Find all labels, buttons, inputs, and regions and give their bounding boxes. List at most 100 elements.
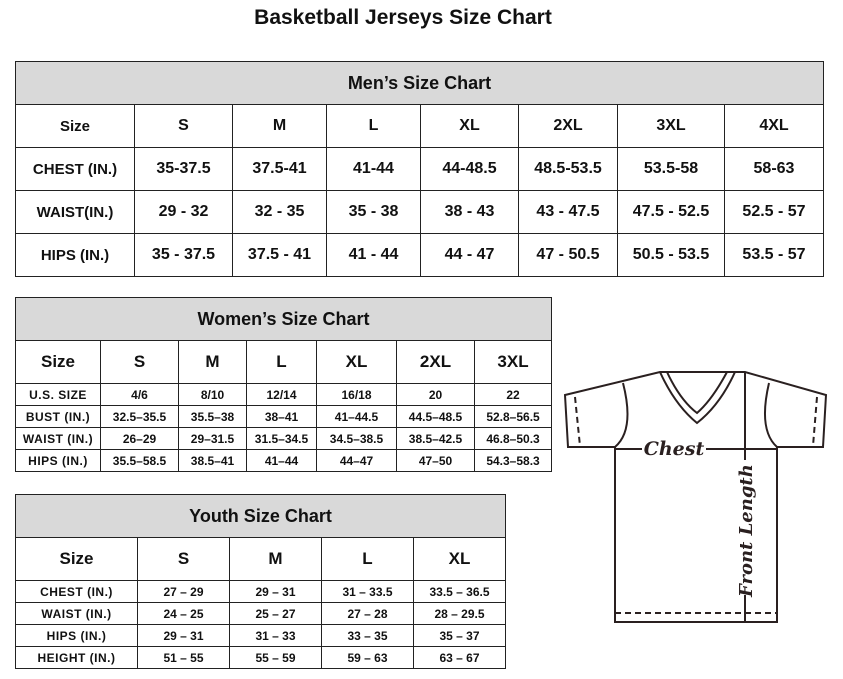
table-cell: S <box>137 537 230 581</box>
table-cell: 41 - 44 <box>326 233 421 277</box>
table-cell: 28 – 29.5 <box>412 602 507 625</box>
table-cell: 58-63 <box>724 147 824 191</box>
table-cell: 29 – 31 <box>229 580 322 603</box>
table-cell: S <box>100 340 179 384</box>
table-cell: 12/14 <box>246 383 317 406</box>
table-cell: 43 - 47.5 <box>518 190 618 234</box>
table-cell: XL <box>316 340 397 384</box>
table-cell: 47–50 <box>396 449 475 472</box>
row-label: HIPS (IN.) <box>15 233 135 277</box>
row-label: CHEST (IN.) <box>15 580 138 603</box>
row-label: WAIST (IN.) <box>15 602 138 625</box>
row-label: U.S. SIZE <box>15 383 101 406</box>
table-cell: 35.5–58.5 <box>100 449 179 472</box>
table-cell: 25 – 27 <box>229 602 322 625</box>
table-cell: S <box>134 104 233 148</box>
table-cell: 8/10 <box>178 383 247 406</box>
row-label: BUST (IN.) <box>15 405 101 428</box>
table-cell: L <box>246 340 317 384</box>
table-row: Size S M L XL 2XL 3XL 4XL <box>15 104 824 148</box>
table-cell: 55 – 59 <box>229 646 322 669</box>
table-cell: 29 – 31 <box>137 624 230 647</box>
table-cell: 32 - 35 <box>232 190 327 234</box>
table-cell: 26–29 <box>100 427 179 450</box>
table-row: HEIGHT (IN.) 51 – 55 55 – 59 59 – 63 63 – 67 <box>15 646 507 669</box>
table-cell: 50.5 - 53.5 <box>617 233 725 277</box>
table-cell: L <box>326 104 421 148</box>
table-cell: XL <box>412 537 507 581</box>
table-cell: M <box>232 104 327 148</box>
table-cell: 4/6 <box>100 383 179 406</box>
table-caption: Youth Size Chart <box>14 494 507 538</box>
table-cell: 31.5–34.5 <box>246 427 317 450</box>
table-cell: 53.5 - 57 <box>724 233 824 277</box>
table-row: HIPS (IN.) 35 - 37.5 37.5 - 41 41 - 44 44 - … <box>15 233 824 277</box>
table-cell: 20 <box>396 383 475 406</box>
table-cell: 53.5-58 <box>617 147 725 191</box>
table-cell: 16/18 <box>316 383 397 406</box>
table-cell: 41–44.5 <box>316 405 397 428</box>
table-row: HIPS (IN.) 29 – 31 31 – 33 33 – 35 35 – 37 <box>15 624 507 647</box>
table-cell: 27 – 28 <box>321 602 414 625</box>
table-cell: 46.8–50.3 <box>473 427 553 450</box>
table-cell: 31 – 33.5 <box>321 580 414 603</box>
row-label: Size <box>15 104 135 148</box>
table-cell: 29–31.5 <box>178 427 247 450</box>
table-cell: 44.5–48.5 <box>396 405 475 428</box>
table-cell: 35-37.5 <box>134 147 233 191</box>
table-row: HIPS (IN.) 35.5–58.5 38.5–41 41–44 44–47 47–5… <box>15 449 553 472</box>
table-cell: 2XL <box>396 340 475 384</box>
table-cell: 34.5–38.5 <box>316 427 397 450</box>
table-cell: 47 - 50.5 <box>518 233 618 277</box>
table-cell: 52.8–56.5 <box>473 405 553 428</box>
table-cell: 52.5 - 57 <box>724 190 824 234</box>
table-cell: 44 - 47 <box>420 233 519 277</box>
table-cell: 31 – 33 <box>229 624 322 647</box>
table-cell: 41-44 <box>326 147 421 191</box>
table-cell: M <box>229 537 322 581</box>
table-cell: 47.5 - 52.5 <box>617 190 725 234</box>
table-cell: 59 – 63 <box>321 646 414 669</box>
table-cell: 35 - 37.5 <box>134 233 233 277</box>
table-cell: M <box>178 340 247 384</box>
table-row: BUST (IN.) 32.5–35.5 35.5–38 38–41 41–44.5 44… <box>15 405 553 428</box>
table-caption: Women’s Size Chart <box>14 297 553 341</box>
table-cell: 29 - 32 <box>134 190 233 234</box>
table-row: WAIST(IN.) 29 - 32 32 - 35 35 - 38 38 - 43 43… <box>15 190 824 234</box>
womens-size-table: Women’s Size Chart Size S M L XL 2XL 3XL U.S. S… <box>14 297 553 472</box>
row-label: CHEST (IN.) <box>15 147 135 191</box>
table-cell: 44–47 <box>316 449 397 472</box>
table-row: U.S. SIZE 4/6 8/10 12/14 16/18 20 22 <box>15 383 553 406</box>
table-cell: 27 – 29 <box>137 580 230 603</box>
table-row: WAIST (IN.) 24 – 25 25 – 27 27 – 28 28 – 29.… <box>15 602 507 625</box>
row-label: Size <box>15 537 138 581</box>
table-cell: L <box>321 537 414 581</box>
table-row: Size S M L XL 2XL 3XL <box>15 340 553 384</box>
table-cell: 35 - 38 <box>326 190 421 234</box>
row-label: HEIGHT (IN.) <box>15 646 138 669</box>
jersey-diagram: Chest Front Length <box>563 371 828 623</box>
table-caption: Men’s Size Chart <box>15 61 824 105</box>
table-cell: 32.5–35.5 <box>100 405 179 428</box>
table-row: WAIST (IN.) 26–29 29–31.5 31.5–34.5 34.5–38.… <box>15 427 553 450</box>
table-cell: 33 – 35 <box>321 624 414 647</box>
table-cell: 44-48.5 <box>420 147 519 191</box>
row-label: HIPS (IN.) <box>15 624 138 647</box>
table-cell: 22 <box>473 383 553 406</box>
table-cell: 3XL <box>473 340 553 384</box>
page-title: Basketball Jerseys Size Chart <box>254 6 552 29</box>
table-cell: XL <box>420 104 519 148</box>
table-row: Size S M L XL <box>15 537 507 581</box>
table-cell: 24 – 25 <box>137 602 230 625</box>
table-cell: 37.5-41 <box>232 147 327 191</box>
row-label: Size <box>15 340 101 384</box>
table-cell: 51 – 55 <box>137 646 230 669</box>
row-label: WAIST (IN.) <box>15 427 101 450</box>
table-cell: 37.5 - 41 <box>232 233 327 277</box>
table-row: CHEST (IN.) 27 – 29 29 – 31 31 – 33.5 33.5 –… <box>15 580 507 603</box>
table-cell: 38.5–41 <box>178 449 247 472</box>
front-length-label: Front Length <box>736 464 757 598</box>
table-cell: 3XL <box>617 104 725 148</box>
table-cell: 41–44 <box>246 449 317 472</box>
table-cell: 48.5-53.5 <box>518 147 618 191</box>
